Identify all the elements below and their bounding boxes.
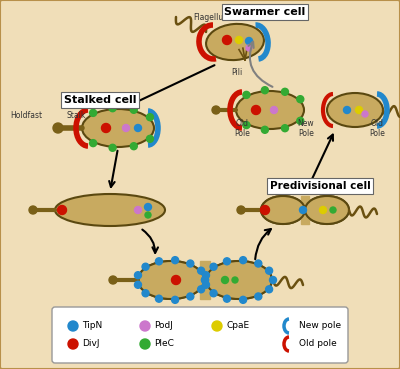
Circle shape	[255, 260, 262, 267]
Ellipse shape	[55, 194, 165, 226]
Circle shape	[198, 286, 205, 293]
Text: TipN: TipN	[82, 321, 102, 331]
Circle shape	[320, 207, 326, 214]
Text: DivJ: DivJ	[82, 339, 100, 348]
Circle shape	[240, 257, 246, 263]
Circle shape	[144, 203, 152, 210]
Circle shape	[29, 206, 37, 214]
Circle shape	[142, 290, 149, 297]
Circle shape	[330, 207, 336, 213]
Circle shape	[212, 321, 222, 331]
Circle shape	[58, 206, 66, 214]
Circle shape	[140, 321, 150, 331]
Text: Stalk: Stalk	[66, 111, 85, 120]
Ellipse shape	[206, 24, 264, 60]
Circle shape	[102, 124, 110, 132]
Circle shape	[246, 38, 252, 45]
Circle shape	[297, 117, 304, 124]
Circle shape	[130, 143, 137, 150]
Circle shape	[356, 107, 362, 114]
Bar	[301, 196, 309, 224]
Text: Flagellum: Flagellum	[193, 13, 231, 22]
Text: Old
Pole: Old Pole	[369, 118, 385, 138]
Ellipse shape	[261, 196, 305, 224]
Circle shape	[252, 106, 260, 114]
Circle shape	[109, 276, 117, 284]
Circle shape	[270, 107, 278, 114]
Circle shape	[68, 339, 78, 349]
Circle shape	[362, 111, 368, 117]
Circle shape	[222, 276, 228, 283]
Circle shape	[172, 257, 178, 263]
Circle shape	[243, 92, 250, 99]
FancyBboxPatch shape	[52, 307, 348, 363]
Ellipse shape	[305, 196, 349, 224]
Circle shape	[237, 206, 245, 214]
Circle shape	[255, 293, 262, 300]
Circle shape	[260, 206, 270, 214]
Circle shape	[212, 106, 220, 114]
Circle shape	[172, 296, 178, 303]
Bar	[200, 261, 210, 299]
Circle shape	[210, 263, 217, 270]
Circle shape	[198, 267, 205, 274]
Circle shape	[146, 135, 154, 142]
Circle shape	[109, 144, 116, 151]
Text: New pole: New pole	[299, 321, 341, 331]
Circle shape	[90, 139, 97, 146]
Circle shape	[202, 276, 208, 283]
Text: Stalked cell: Stalked cell	[64, 95, 136, 105]
Text: CpaE: CpaE	[226, 321, 249, 331]
Ellipse shape	[236, 91, 304, 129]
Circle shape	[202, 276, 208, 283]
Circle shape	[266, 267, 273, 274]
Circle shape	[134, 207, 142, 214]
Text: PleC: PleC	[154, 339, 174, 348]
Circle shape	[236, 37, 242, 44]
Ellipse shape	[206, 261, 272, 299]
Circle shape	[232, 277, 238, 283]
Circle shape	[156, 295, 162, 302]
Text: Old
Pole: Old Pole	[234, 118, 250, 138]
Circle shape	[122, 124, 130, 131]
Ellipse shape	[206, 261, 272, 299]
Circle shape	[266, 286, 273, 293]
Circle shape	[246, 45, 252, 51]
Circle shape	[344, 107, 350, 114]
Ellipse shape	[261, 196, 305, 224]
Circle shape	[202, 272, 210, 279]
Circle shape	[224, 258, 230, 265]
Circle shape	[261, 126, 268, 133]
Circle shape	[222, 35, 232, 45]
Text: New
Pole: New Pole	[298, 118, 314, 138]
Circle shape	[300, 207, 306, 214]
Ellipse shape	[305, 196, 349, 224]
Text: Old pole: Old pole	[299, 339, 337, 348]
Circle shape	[53, 123, 63, 133]
Text: Holdfast: Holdfast	[10, 111, 42, 120]
Circle shape	[202, 281, 210, 288]
Circle shape	[297, 96, 304, 103]
Ellipse shape	[82, 109, 154, 147]
Text: PodJ: PodJ	[154, 321, 173, 331]
Circle shape	[68, 321, 78, 331]
Circle shape	[172, 276, 180, 284]
Circle shape	[261, 87, 268, 94]
Circle shape	[282, 125, 288, 132]
Circle shape	[243, 122, 250, 129]
Circle shape	[240, 296, 246, 303]
Circle shape	[156, 258, 162, 265]
Circle shape	[270, 276, 276, 283]
Circle shape	[224, 295, 230, 302]
Text: Pili: Pili	[231, 68, 243, 77]
Circle shape	[109, 105, 116, 112]
Text: Predivisional cell: Predivisional cell	[270, 181, 370, 191]
Circle shape	[187, 293, 194, 300]
Circle shape	[134, 281, 142, 288]
Circle shape	[134, 124, 142, 131]
Circle shape	[142, 263, 149, 270]
Circle shape	[187, 260, 194, 267]
Circle shape	[282, 88, 288, 95]
Text: Swarmer cell: Swarmer cell	[224, 7, 306, 17]
